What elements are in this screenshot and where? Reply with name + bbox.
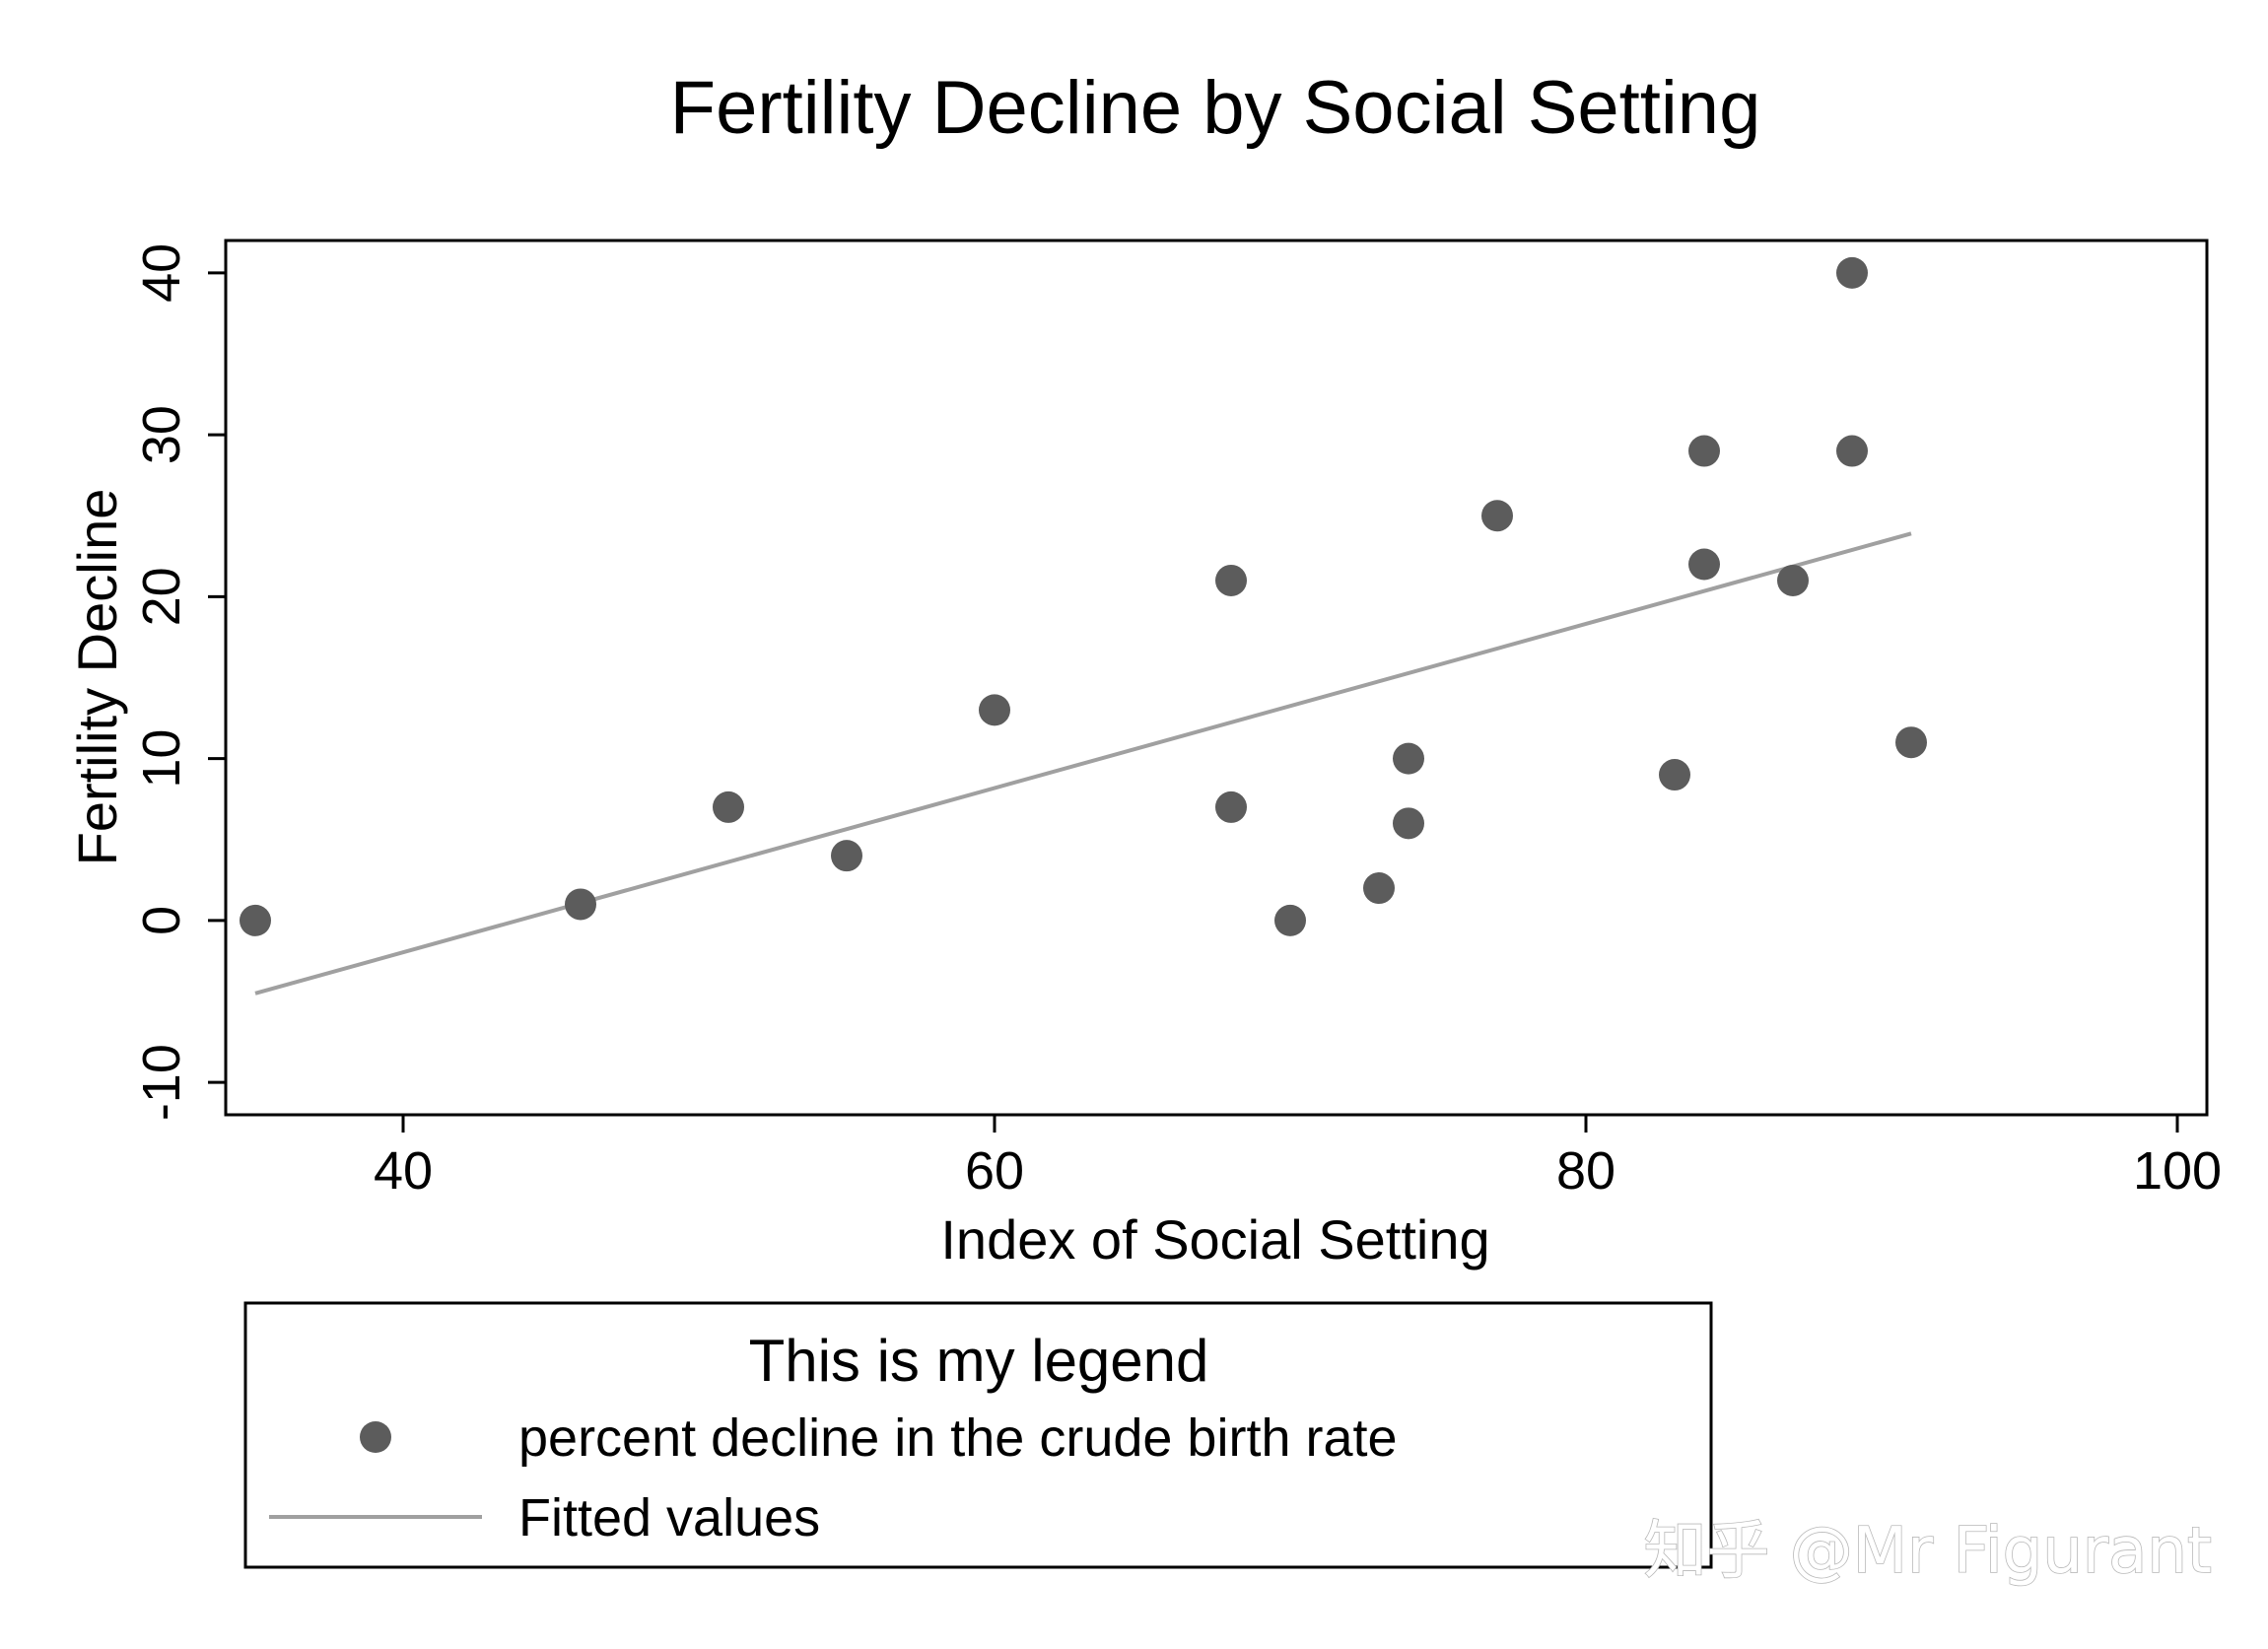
data-point xyxy=(1836,435,1868,467)
data-point xyxy=(1215,564,1247,596)
data-point xyxy=(565,888,596,921)
data-point xyxy=(1777,564,1809,596)
axes: 40 60 80 100 -10 0 10 20 30 40 xyxy=(132,240,2222,1201)
data-point xyxy=(1274,904,1306,936)
x-tick-label: 40 xyxy=(374,1141,433,1201)
watermark: 知乎 @Mr Figurant xyxy=(1643,1515,2212,1588)
data-point xyxy=(1688,548,1720,581)
scatter-points-layer xyxy=(240,256,1927,936)
data-point xyxy=(979,694,1010,726)
data-point xyxy=(1659,759,1690,791)
data-point xyxy=(1393,742,1424,775)
y-tick-label: -10 xyxy=(132,1044,191,1121)
x-axis-label: Index of Social Setting xyxy=(940,1208,1489,1271)
legend-title: This is my legend xyxy=(749,1328,1209,1394)
data-point xyxy=(1363,872,1395,905)
y-tick-label: 40 xyxy=(132,243,191,303)
y-tick-label: 20 xyxy=(132,567,191,626)
chart-title: Fertility Decline by Social Setting xyxy=(670,66,1761,150)
data-point xyxy=(1895,726,1927,759)
data-point xyxy=(1836,256,1868,289)
fitted-line-layer xyxy=(254,531,1912,996)
data-point xyxy=(713,790,744,823)
data-point xyxy=(1481,500,1513,532)
x-tick-label: 60 xyxy=(965,1141,1024,1201)
legend-entry-fitted: Fitted values xyxy=(518,1488,820,1547)
legend-entry-scatter: percent decline in the crude birth rate xyxy=(518,1409,1398,1468)
x-tick-label: 100 xyxy=(2133,1141,2222,1201)
data-point xyxy=(1688,435,1720,467)
legend: This is my legend percent decline in the… xyxy=(243,1301,1713,1569)
y-tick-label: 30 xyxy=(132,405,191,464)
data-point xyxy=(831,840,862,872)
legend-box xyxy=(243,1301,1713,1569)
y-tick-label: 10 xyxy=(132,729,191,789)
x-tick-label: 80 xyxy=(1556,1141,1615,1201)
y-axis-label: Fertility Decline xyxy=(66,489,128,866)
data-point xyxy=(1215,790,1247,823)
fitted-values-line xyxy=(254,531,1912,996)
legend-dot-symbol xyxy=(360,1421,391,1453)
data-point xyxy=(1393,807,1424,840)
data-point xyxy=(240,904,271,936)
y-tick-label: 0 xyxy=(132,906,191,935)
